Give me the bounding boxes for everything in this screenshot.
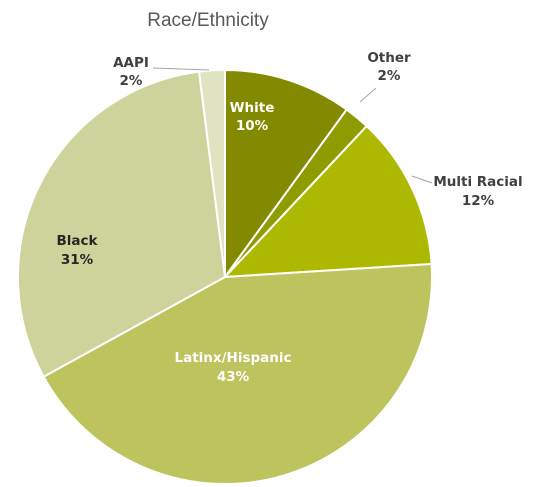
- slice-value-white: 10%: [236, 118, 269, 134]
- slice-value-aapi: 2%: [120, 73, 143, 89]
- slice-value-latinx-hispanic: 43%: [217, 369, 250, 385]
- leader-line-aapi: [153, 68, 209, 70]
- slice-label-other: Other: [367, 50, 411, 66]
- slice-label-white: White: [230, 100, 275, 116]
- slice-label-black: Black: [56, 233, 98, 249]
- slice-label-multi-racial: Multi Racial: [433, 174, 522, 190]
- slice-value-multi-racial: 12%: [462, 193, 495, 209]
- leader-line-multi-racial: [412, 176, 432, 183]
- slice-value-black: 31%: [61, 252, 94, 268]
- slice-label-aapi: AAPI: [113, 55, 149, 71]
- slice-label-latinx-hispanic: Latinx/Hispanic: [174, 350, 291, 366]
- slice-value-other: 2%: [378, 68, 401, 84]
- leader-line-other: [360, 88, 376, 102]
- chart-title: Race/Ethnicity: [147, 10, 269, 31]
- pie-slices: [18, 70, 432, 484]
